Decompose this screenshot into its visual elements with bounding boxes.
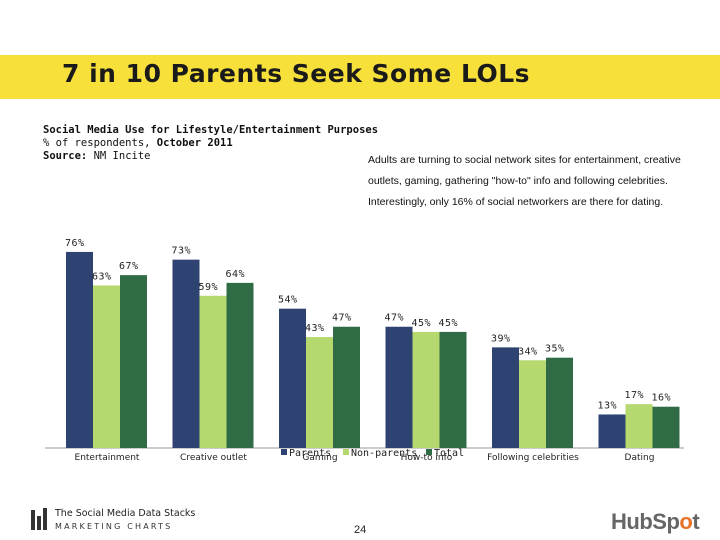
legend-swatch-0 (281, 449, 287, 455)
data-label: 35% (545, 344, 565, 355)
bar-parents-2 (279, 308, 306, 448)
bar-total-5 (652, 406, 680, 448)
data-label: 47% (332, 313, 352, 324)
data-stacks-icon (31, 508, 51, 530)
bar-parents-0 (66, 251, 93, 448)
bar-parents-4 (492, 347, 519, 448)
bar-parents-1 (172, 259, 200, 448)
data-label: 17% (625, 390, 645, 401)
data-label: 47% (385, 313, 405, 324)
logo-line2: MARKETING CHARTS (55, 522, 173, 531)
category-label: Following celebrities (487, 453, 579, 463)
title-banner: 7 in 10 Parents Seek Some LOLs (0, 55, 720, 99)
brand-part1: HubSp (611, 509, 680, 534)
legend-label-0: Parents (289, 448, 331, 459)
brand-accent-o: o (679, 509, 693, 534)
hubspot-logo: HubSpot (611, 509, 700, 535)
legend-label-1: Non-parents (351, 448, 417, 459)
bar-total-3 (439, 331, 467, 448)
data-label: 39% (491, 333, 511, 344)
data-label: 34% (518, 346, 538, 357)
data-label: 54% (278, 295, 298, 306)
bar-total-4 (546, 357, 573, 448)
data-label: 13% (598, 400, 618, 411)
bar-non-parents-4 (519, 360, 546, 448)
legend-swatch-2 (426, 449, 432, 455)
data-label: 43% (305, 323, 325, 334)
page-title: 7 in 10 Parents Seek Some LOLs (62, 59, 531, 88)
data-label: 45% (439, 318, 459, 329)
data-label: 59% (199, 282, 219, 293)
bar-chart: 76% 63% 67% Entertainment 73% 59% 64% Creative … (45, 238, 684, 463)
data-label: 45% (412, 318, 432, 329)
page-number: 24 (354, 524, 367, 536)
bar-non-parents-2 (306, 337, 333, 448)
category-label: Creative outlet (180, 453, 247, 463)
bar-parents-5 (598, 414, 626, 448)
data-label: 64% (226, 269, 246, 280)
bar-non-parents-3 (412, 331, 440, 448)
insight-note: Adults are turning to social network sit… (368, 154, 681, 208)
category-label: Entertainment (75, 453, 140, 463)
bar-total-1 (226, 282, 254, 448)
data-label: 73% (172, 246, 192, 257)
data-label: 16% (652, 393, 672, 404)
subtitle-source: NM Incite (87, 150, 151, 162)
data-label: 76% (65, 238, 85, 249)
category-label: How-to info (401, 453, 453, 463)
subtitle-line1: Social Media Use for Lifestyle/Entertain… (43, 124, 379, 136)
bar-total-2 (333, 326, 360, 448)
bar-total-0 (120, 275, 147, 448)
bar-parents-3 (385, 326, 413, 448)
subtitle-line2-prefix: % of respondents, (43, 137, 157, 149)
logo-line1: The Social Media Data Stacks (55, 508, 196, 519)
subtitle-source-label: Source: (43, 150, 88, 162)
bar-non-parents-1 (199, 295, 227, 448)
category-label: Dating (625, 453, 655, 463)
data-label: 63% (92, 271, 112, 282)
brand-part3: t (692, 509, 700, 534)
subtitle-date: October 2011 (156, 137, 233, 149)
data-label: 67% (119, 261, 139, 272)
bar-non-parents-0 (93, 285, 120, 448)
legend-swatch-1 (343, 449, 349, 455)
category-label: Gaming (302, 453, 337, 463)
chart-subtitle: Social Media Use for Lifestyle/Entertain… (43, 124, 378, 163)
legend-label-2: Total (434, 448, 464, 459)
bar-non-parents-5 (625, 404, 653, 448)
